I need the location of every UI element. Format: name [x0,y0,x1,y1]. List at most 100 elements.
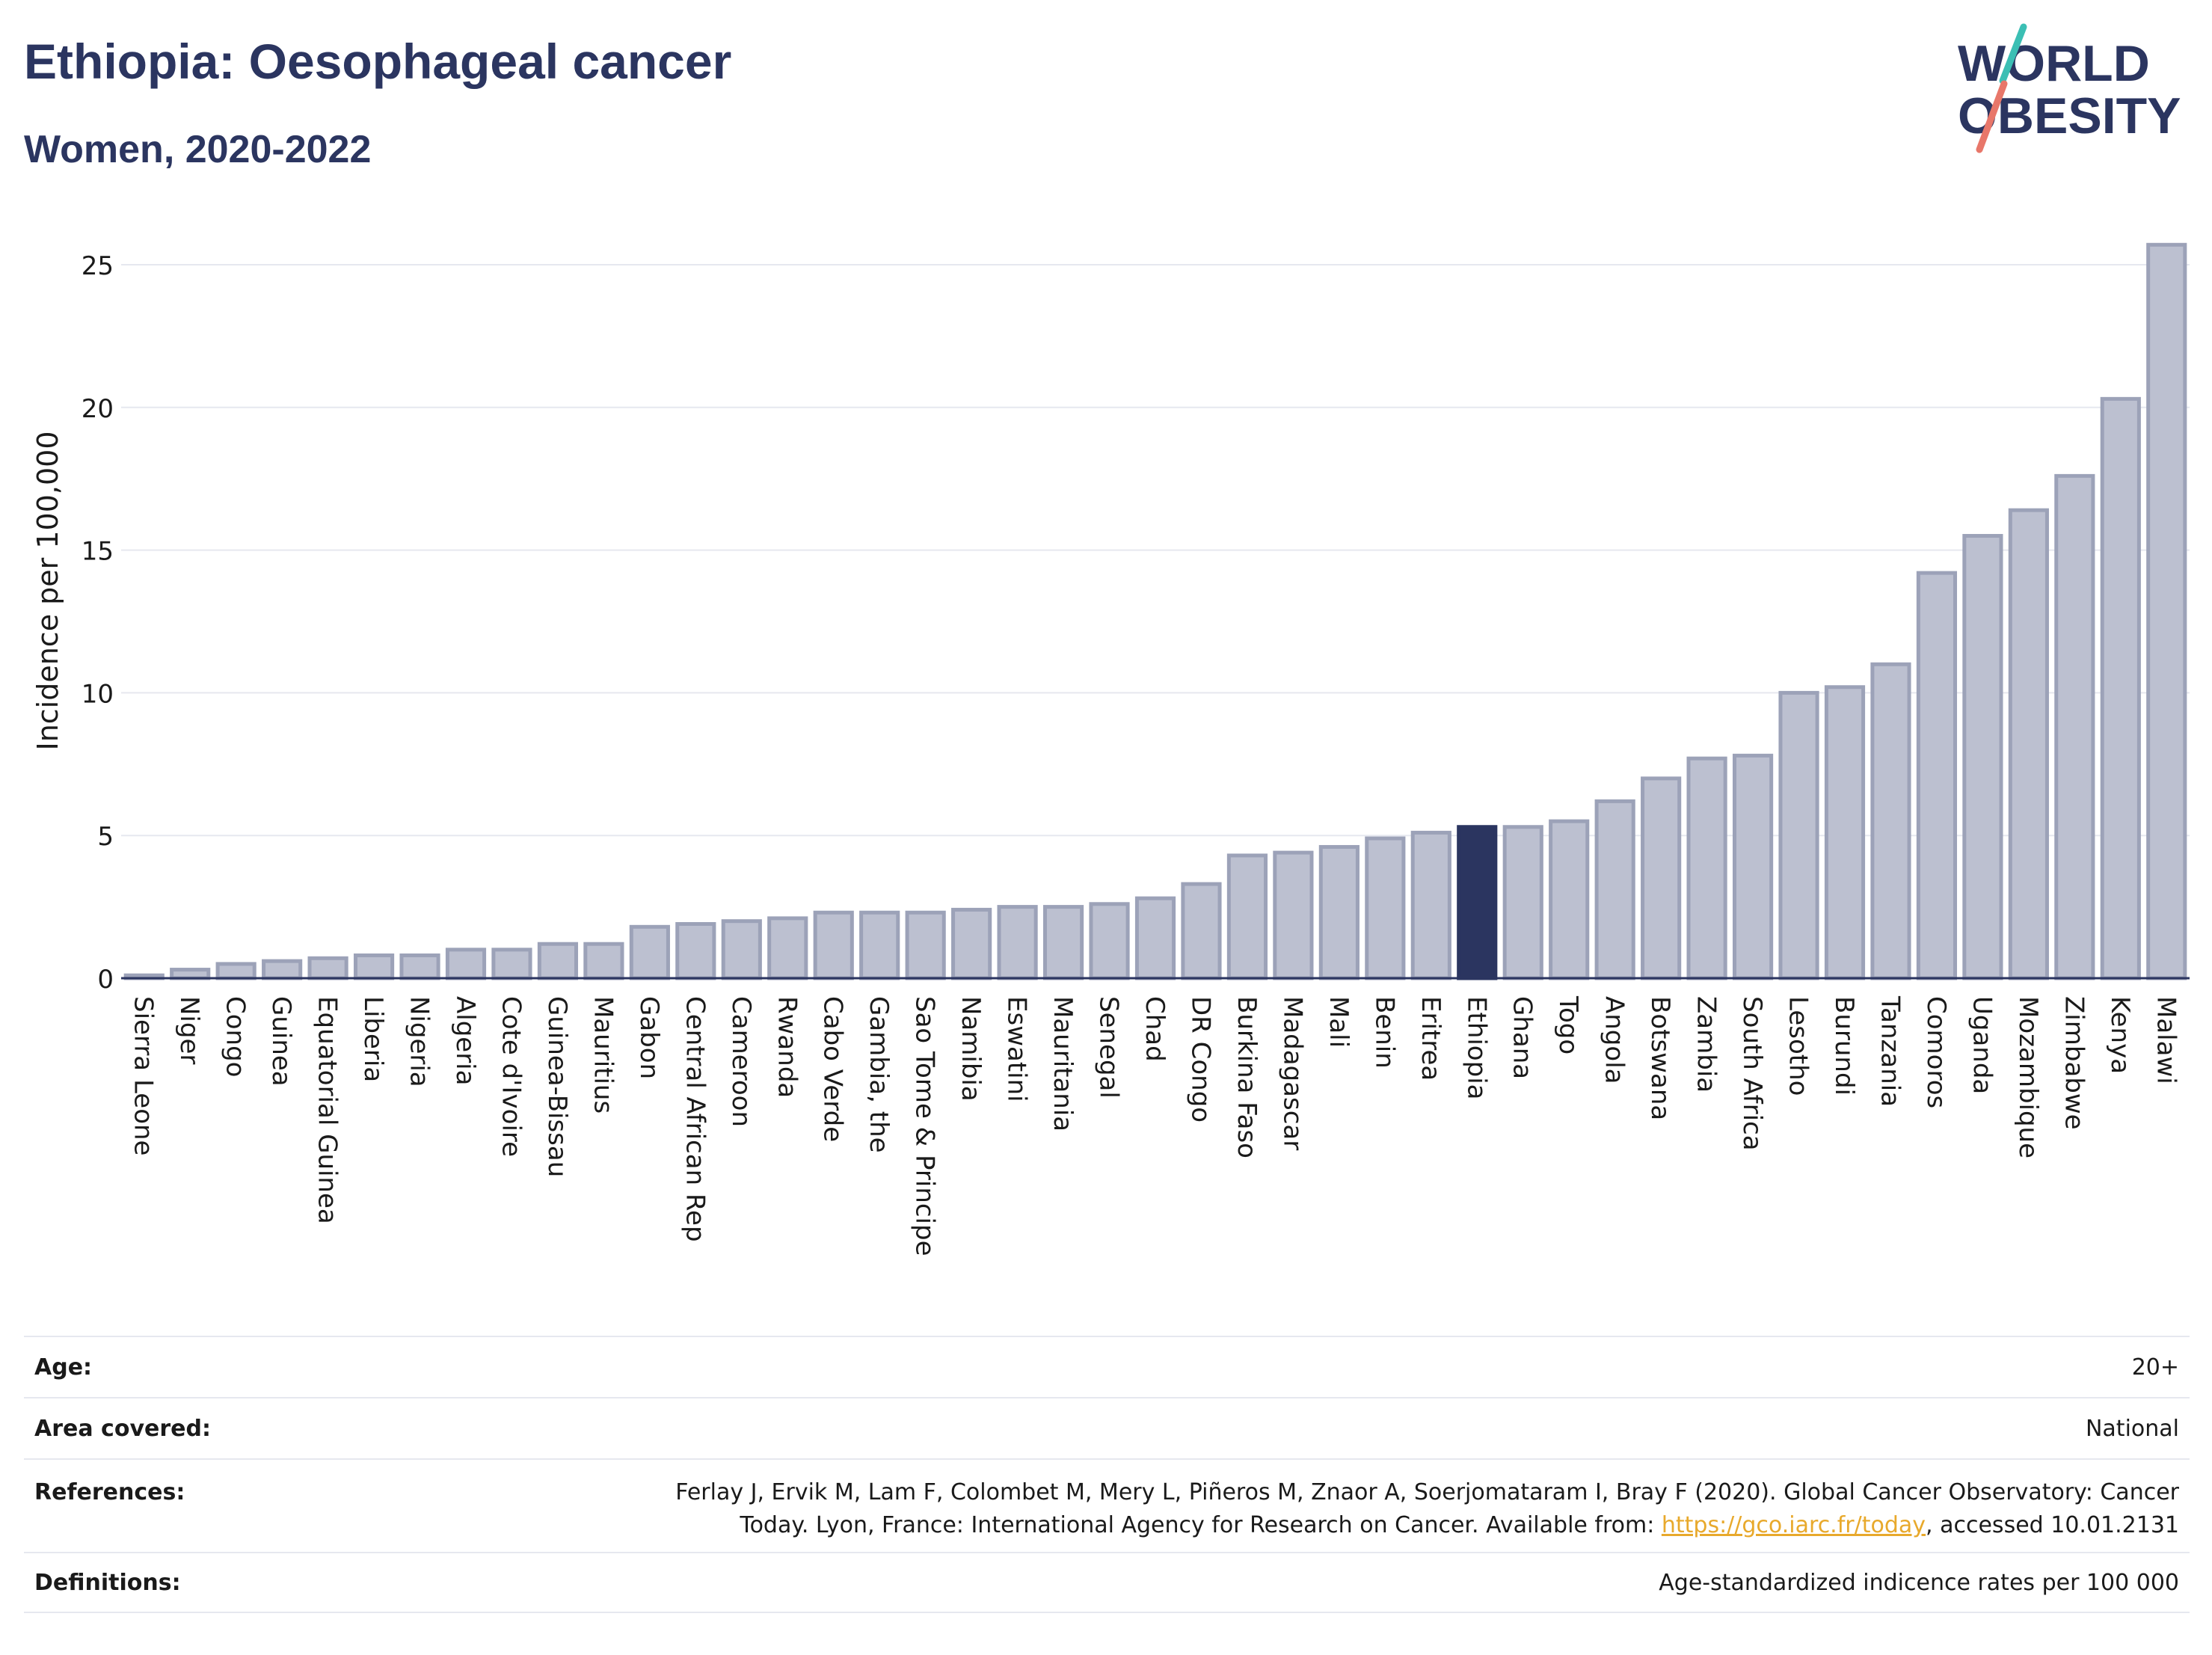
bar [1365,836,1406,980]
bar [951,907,992,980]
x-tick-label: Eswatini [1002,996,1032,1102]
x-tick-label: Mali [1324,996,1354,1048]
x-tick-label: Botswana [1645,996,1675,1120]
bar [1410,830,1451,980]
references-link[interactable]: https://gco.iarc.fr/today [1661,1512,1926,1538]
bar [1549,819,1590,980]
area-value: National [2085,1415,2179,1442]
bar [353,953,395,980]
chart-title: Ethiopia: Oesophageal cancer [24,34,732,89]
bar [1226,853,1268,980]
x-tick-label: Ghana [1508,996,1537,1079]
bar [1732,753,1774,980]
references-line2-prefix: Today. Lyon, France: International Agenc… [740,1512,1662,1538]
x-tick-label: Niger [174,996,204,1064]
bar [1181,882,1222,980]
x-tick-label: Central African Rep [680,996,710,1242]
bar [675,921,716,980]
bar [307,956,348,980]
definitions-label: Definitions: [34,1569,181,1596]
chart-subtitle: Women, 2020-2022 [24,128,372,171]
x-tick-label: Rwanda [772,996,802,1098]
logo-line1: WORLD [1958,35,2150,92]
logo-slash-coral [1976,80,2008,153]
x-tick-label: Tanzania [1875,995,1905,1107]
y-tick-label: 10 [82,679,114,709]
x-tick-label: Cameroon [726,996,756,1127]
x-tick-label: Uganda [1967,996,1997,1094]
x-tick-label: Malawi [2151,996,2181,1084]
bar [905,910,946,980]
bar-highlight [1457,825,1498,980]
y-tick-label: 15 [82,537,114,567]
x-tick-label: Chad [1140,996,1170,1062]
x-tick-label: Zimbabwe [2059,996,2089,1130]
y-tick-label: 5 [97,822,114,852]
x-tick-label: Zambia [1692,996,1721,1093]
bar [2146,242,2187,980]
info-row-definitions: Definitions: Age-standardized indicence … [24,1552,2190,1613]
x-tick-label: Nigeria [405,996,434,1087]
x-tick-label: Mauritania [1048,996,1078,1132]
x-tick-label: South Africa [1737,996,1767,1151]
references-line2-suffix: , accessed 10.01.2131 [1926,1512,2179,1538]
bar [2008,508,2049,980]
info-row-age: Age: 20+ [24,1336,2190,1397]
y-tick-label: 20 [82,394,114,424]
info-row-references: References: Ferlay J, Ervik M, Lam F, Co… [24,1458,2190,1552]
bar [813,910,854,980]
bar [1502,825,1543,980]
x-tick-label: Ethiopia [1461,996,1491,1099]
x-tick-label: Eritrea [1416,996,1446,1081]
bar [1962,534,2003,980]
info-row-area: Area covered: National [24,1397,2190,1458]
bar [262,959,303,980]
age-value: 20+ [2131,1354,2179,1381]
x-tick-label: Senegal [1094,996,1124,1099]
bar [1641,776,1682,980]
x-tick-label: Angola [1600,996,1629,1084]
bar [1134,896,1176,980]
x-tick-label: Congo [221,996,251,1077]
y-tick-label: 25 [82,251,114,281]
x-tick-label: Madagascar [1277,996,1307,1150]
bar [1870,662,1911,980]
bar-chart: Sierra Leone Niger Congo Guinea Equatorial G… [31,242,2190,1256]
x-tick-label: Benin [1369,996,1399,1069]
references-line1: Ferlay J, Ervik M, Lam F, Colombet M, Me… [675,1479,2179,1505]
bar [537,942,579,980]
x-tick-label: Guinea [266,996,296,1087]
x-tick-label: Liberia [358,996,388,1082]
info-table: Age: 20+ Area covered: National Referenc… [24,1336,2190,1613]
area-label: Area covered: [34,1415,211,1442]
bars-layer [121,242,2190,980]
bar [629,924,670,980]
bar [997,905,1038,980]
bar [1042,905,1084,980]
x-tick-label: Gabon [634,996,664,1079]
x-tick-label: Mozambique [2013,996,2043,1158]
x-tick-labels: Sierra Leone Niger Congo Guinea Equatorial G… [129,995,2181,1256]
definitions-value: Age-standardized indicence rates per 100… [1659,1569,2179,1596]
bar [491,948,532,980]
logo-slash-teal [1999,23,2027,85]
x-tick-label: Lesotho [1784,996,1813,1096]
x-tick-label: Kenya [2105,996,2135,1074]
bar [859,910,900,980]
x-tick-label: Cabo Verde [818,996,848,1142]
x-tick-label: Togo [1553,995,1583,1054]
bar [2054,473,2095,980]
bar [1318,844,1360,980]
x-tick-label: Sao Tome & Principe [910,996,940,1256]
x-tick-label: DR Congo [1185,996,1215,1123]
x-tick-label: Guinea-Bissau [542,996,572,1177]
x-tick-label: Namibia [956,996,986,1102]
x-tick-label: Burundi [1829,996,1859,1096]
x-tick-label: Mauritius [588,996,618,1114]
references-label: References: [34,1479,185,1505]
x-tick-label: Algeria [450,996,480,1085]
y-tick-label: 0 [97,965,114,995]
x-tick-label: Cote d'Ivoire [496,996,526,1157]
bar [445,948,487,980]
bar [583,942,624,980]
